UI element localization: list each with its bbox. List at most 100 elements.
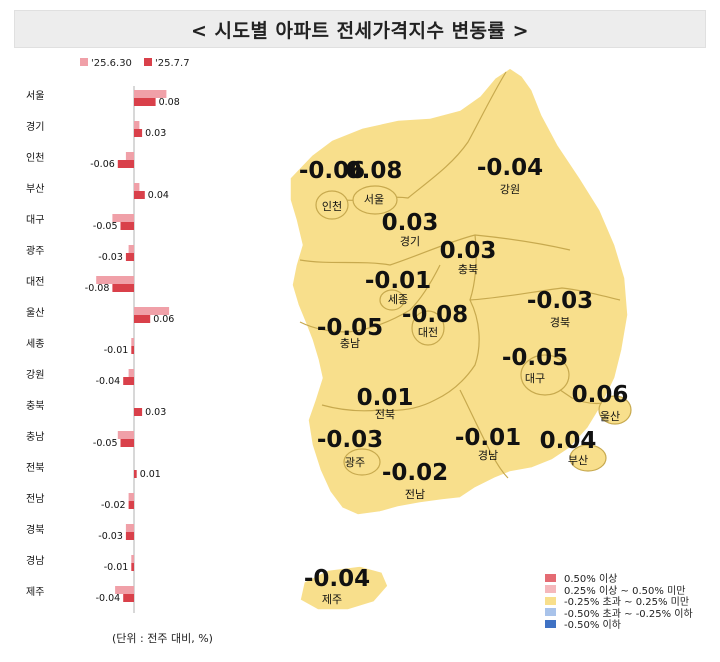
region-name: 경북 (550, 316, 570, 329)
legend-swatch-1 (144, 58, 152, 66)
region-value: -0.02 (382, 460, 448, 486)
map-legend-item-1: 0.25% 이상 ~ 0.50% 미만 (545, 584, 693, 597)
map-legend-swatch (545, 596, 556, 605)
data-label: 0.06 (153, 314, 174, 325)
bar-curr (131, 346, 134, 354)
bar-prev (134, 90, 167, 98)
bar-prev (131, 338, 134, 346)
category-label: 전북 (26, 462, 44, 474)
bar-legend: '25.6.30 '25.7.7 (80, 58, 190, 69)
bar-row-0: 서울 0.08 (26, 90, 180, 108)
data-label: -0.05 (93, 438, 118, 449)
map-legend-label: -0.50% 이하 (564, 620, 621, 632)
map-legend-item-4: -0.50% 이하 (545, 618, 693, 632)
map-legend-label: -0.25% 초과 ~ 0.25% 미만 (564, 597, 690, 609)
map-legend-swatch (545, 619, 556, 628)
category-label: 충남 (26, 431, 44, 443)
region-value: -0.03 (527, 288, 593, 314)
map-shapes (289, 67, 629, 611)
data-label: -0.04 (96, 376, 121, 387)
bar-curr (125, 253, 134, 261)
category-label: 경남 (26, 554, 44, 567)
category-label: 경북 (26, 523, 44, 536)
region-name: 세종 (388, 293, 408, 306)
chart-title: < 시도별 아파트 전세가격지수 변동률 > (190, 19, 530, 42)
region-name: 울산 (600, 410, 620, 423)
bar-curr (125, 532, 134, 540)
map-legend-item-3: -0.50% 초과 ~ -0.25% 이하 (545, 607, 693, 620)
region-name: 경남 (478, 449, 498, 462)
bar-row-15: 경남 -0.01 (26, 554, 134, 573)
region-name: 대전 (418, 326, 438, 339)
region-value: 0.04 (540, 428, 597, 454)
region-value: -0.04 (304, 566, 370, 592)
bar-prev (112, 214, 134, 222)
region-value: -0.01 (365, 268, 431, 294)
daegu-shape (520, 354, 570, 396)
region-value: 0.06 (572, 382, 629, 408)
category-label: 세종 (26, 338, 44, 350)
map-region-label: -0.02 전남 (382, 460, 448, 501)
sejong-shape (379, 289, 405, 311)
bar-curr (134, 408, 143, 416)
daejeon-shape (411, 310, 445, 346)
category-label: 광주 (26, 245, 44, 257)
category-label: 대전 (26, 276, 44, 288)
bar-prev (96, 276, 134, 284)
category-label: 충북 (26, 400, 44, 412)
busan-shape (569, 444, 607, 472)
bar-curr (128, 501, 134, 509)
category-label: 부산 (26, 183, 44, 195)
map-region-label: 0.06 울산 (572, 382, 629, 423)
bar-chart: '25.6.30 '25.7.7 서울 0.08 경기 0.03 인천 -0.06 부산 0.04… (26, 58, 190, 613)
map-legend-label: 0.50% 이상 (564, 574, 618, 586)
unit-note: (단위 : 전주 대비, %) (112, 632, 213, 645)
map-legend: 0.50% 이상 0.25% 이상 ~ 0.50% 미만 -0.25% 초과 ~ 0… (545, 572, 693, 632)
bar-row-7: 울산 0.06 (26, 307, 174, 325)
bar-row-8: 세종 -0.01 (26, 338, 134, 356)
bar-row-2: 인천 -0.06 (26, 152, 134, 170)
map-legend-item-2: -0.25% 초과 ~ 0.25% 미만 (545, 595, 693, 609)
region-name: 서울 (364, 193, 384, 206)
title-box: < 시도별 아파트 전세가격지수 변동률 > (14, 10, 706, 48)
ulsan-shape (598, 395, 632, 425)
data-label: -0.05 (93, 221, 118, 232)
category-label: 제주 (26, 586, 44, 598)
bar-prev (134, 121, 140, 129)
region-value: 0.03 (440, 238, 497, 264)
province-borders (299, 71, 621, 479)
region-value: -0.05 (317, 315, 383, 341)
bar-prev (128, 245, 134, 253)
region-name: 충남 (340, 337, 360, 350)
city-borders (315, 185, 632, 476)
region-value: -0.08 (402, 302, 468, 328)
bar-prev (131, 555, 134, 563)
region-name: 광주 (345, 456, 365, 469)
bar-curr (134, 470, 137, 478)
bar-curr (112, 284, 134, 292)
bar-prev (128, 493, 134, 501)
region-value: -0.06 (299, 158, 365, 184)
bar-curr (120, 222, 134, 230)
bar-row-3: 부산 0.04 (26, 183, 169, 201)
map-legend-swatch (545, 608, 556, 617)
map-legend-label: -0.50% 초과 ~ -0.25% 이하 (564, 608, 693, 620)
bar-row-9: 강원 -0.04 (26, 369, 134, 387)
map-legend-swatch (545, 573, 556, 582)
category-label: 대구 (26, 214, 44, 226)
map-region-label: -0.06 인천 (299, 158, 365, 213)
bar-prev (117, 431, 134, 439)
data-label: -0.03 (98, 252, 123, 263)
region-value: -0.05 (502, 345, 568, 371)
category-label: 강원 (26, 369, 44, 381)
map-region-label: -0.03 경북 (527, 288, 593, 329)
bar-row-11: 충남 -0.05 (26, 431, 134, 449)
bar-prev (134, 183, 140, 191)
region-name: 대구 (525, 372, 545, 385)
bar-row-6: 대전 -0.08 (26, 276, 134, 294)
